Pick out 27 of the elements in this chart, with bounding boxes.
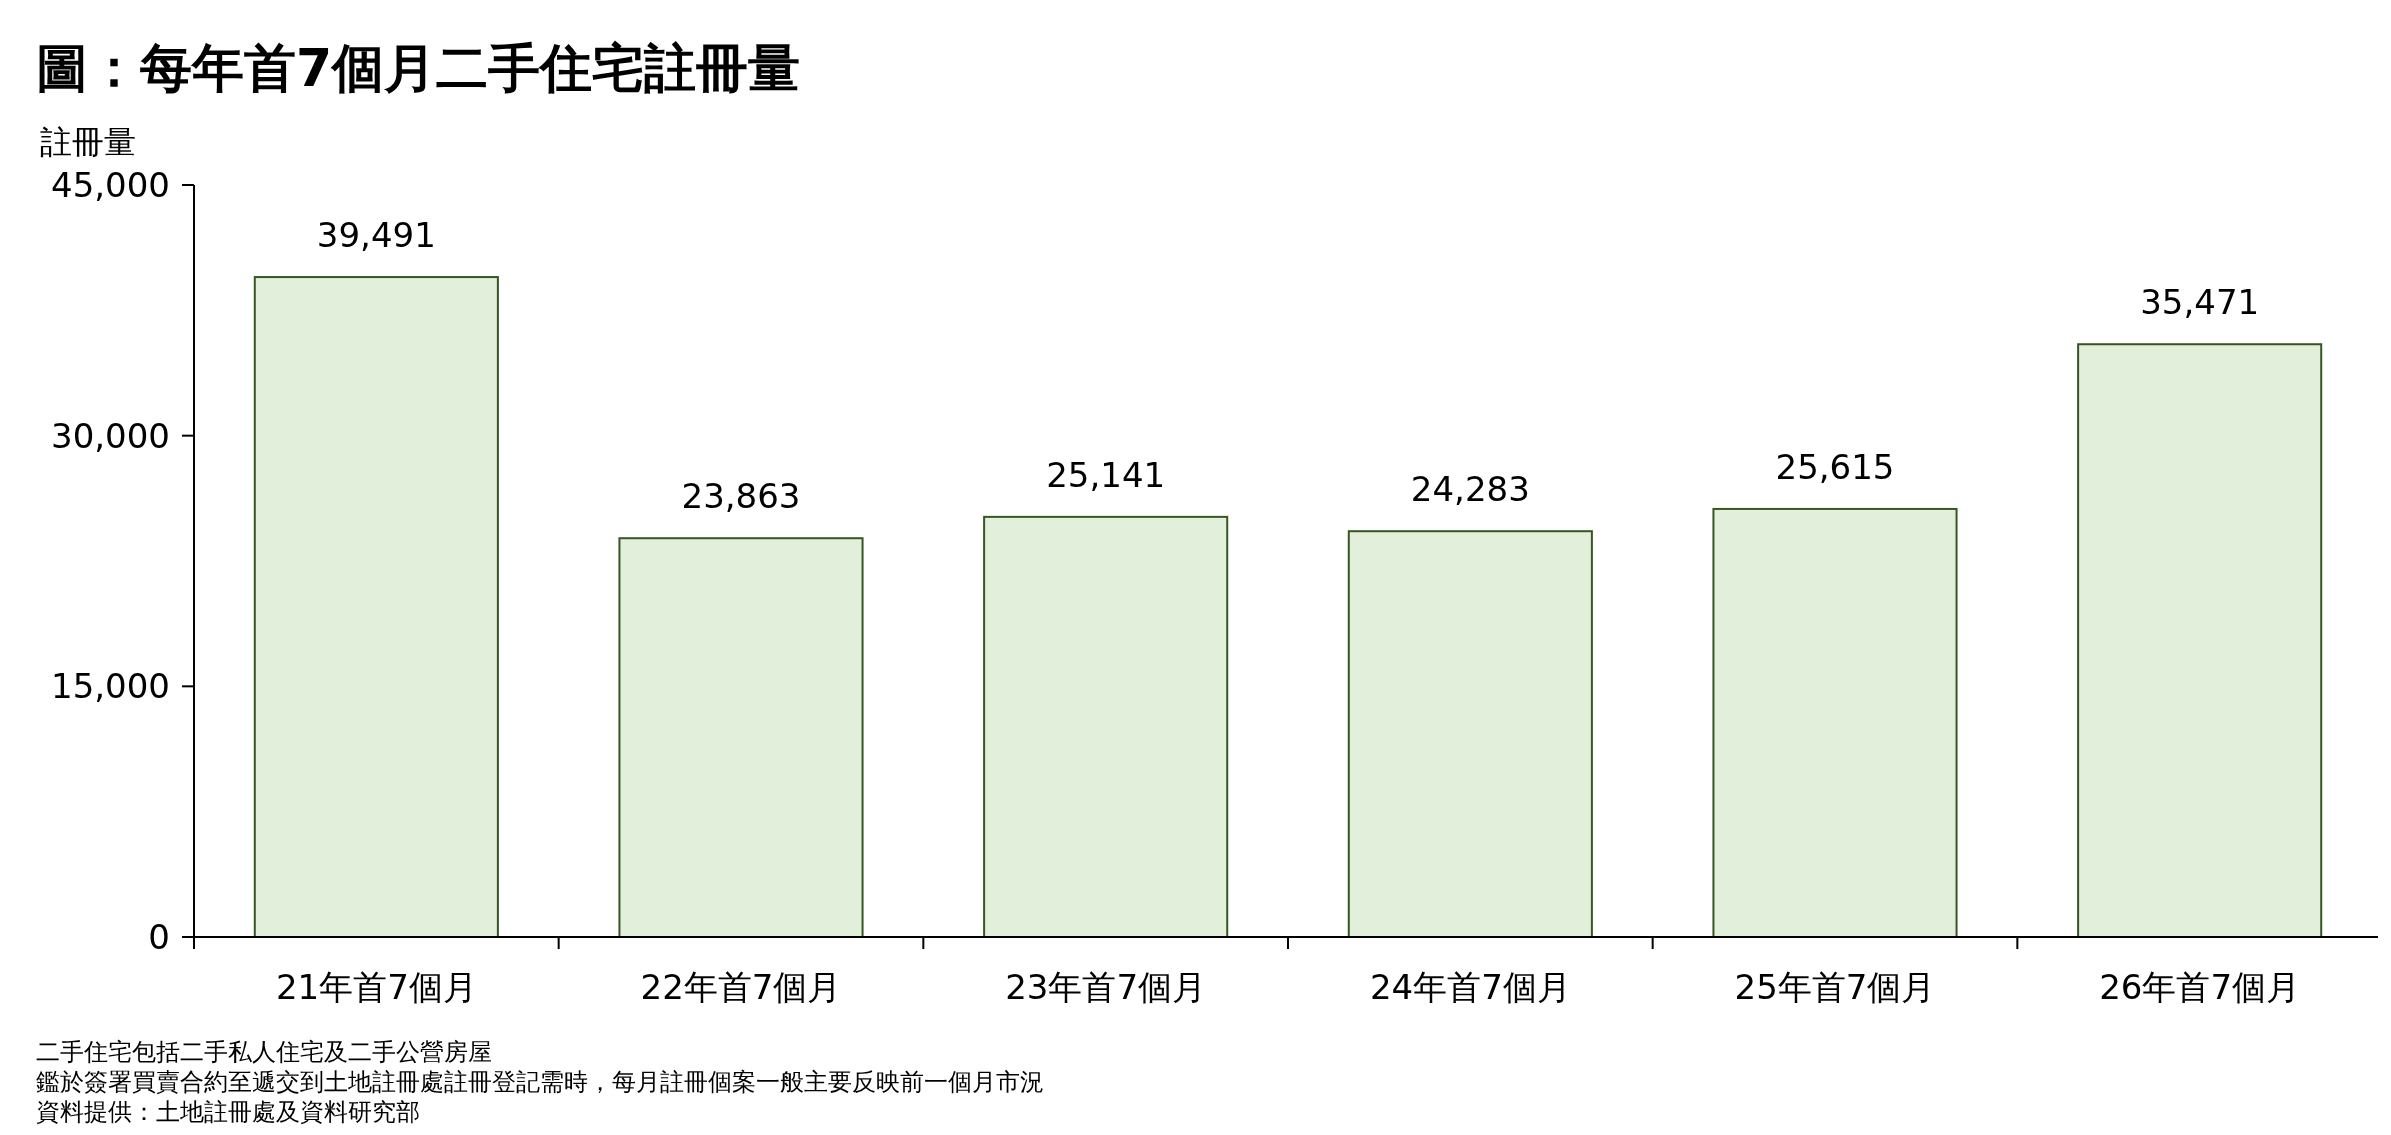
bar bbox=[1712, 507, 1958, 938]
data-label: 35,471 bbox=[2140, 282, 2260, 323]
y-tick-label: 15,000 bbox=[51, 666, 170, 707]
text: 資料提供：土地註冊處及資料研究部 bbox=[36, 1098, 420, 1126]
x-tick-label: 22年首7個月 bbox=[640, 967, 842, 1007]
data-label: 24,283 bbox=[1410, 469, 1530, 510]
x-tick-label: 21年首7個月 bbox=[275, 967, 477, 1007]
bar bbox=[983, 515, 1229, 938]
x-tick-label: 24年首7個月 bbox=[1369, 967, 1571, 1007]
text: 鑑於簽署買賣合約至遞交到土地註冊處註冊登記需時，每月註冊個案一般主要反映前一個月市況 bbox=[36, 1068, 1044, 1096]
bar bbox=[1347, 530, 1593, 938]
data-label: 25,141 bbox=[1046, 454, 1166, 495]
x-tick-label: 26年首7個月 bbox=[2099, 967, 2301, 1007]
y-axis-title: 註冊量 bbox=[40, 123, 136, 161]
x-tick-label: 25年首7個月 bbox=[1734, 967, 1936, 1007]
data-label: 23,863 bbox=[681, 476, 801, 517]
bar bbox=[253, 276, 499, 938]
data-label: 25,615 bbox=[1775, 446, 1895, 487]
y-tick-label: 45,000 bbox=[51, 164, 170, 205]
y-tick-label: 0 bbox=[148, 916, 170, 957]
data-label: 39,491 bbox=[316, 215, 436, 256]
chart-title: 圖：每年首7個月二手住宅註冊量 bbox=[36, 38, 801, 98]
x-tick-label: 23年首7個月 bbox=[1005, 967, 1207, 1007]
bar bbox=[2077, 343, 2323, 938]
bar bbox=[618, 537, 864, 938]
text: 二手住宅包括二手私人住宅及二手公營房屋 bbox=[36, 1038, 492, 1066]
y-tick-label: 30,000 bbox=[51, 415, 170, 456]
